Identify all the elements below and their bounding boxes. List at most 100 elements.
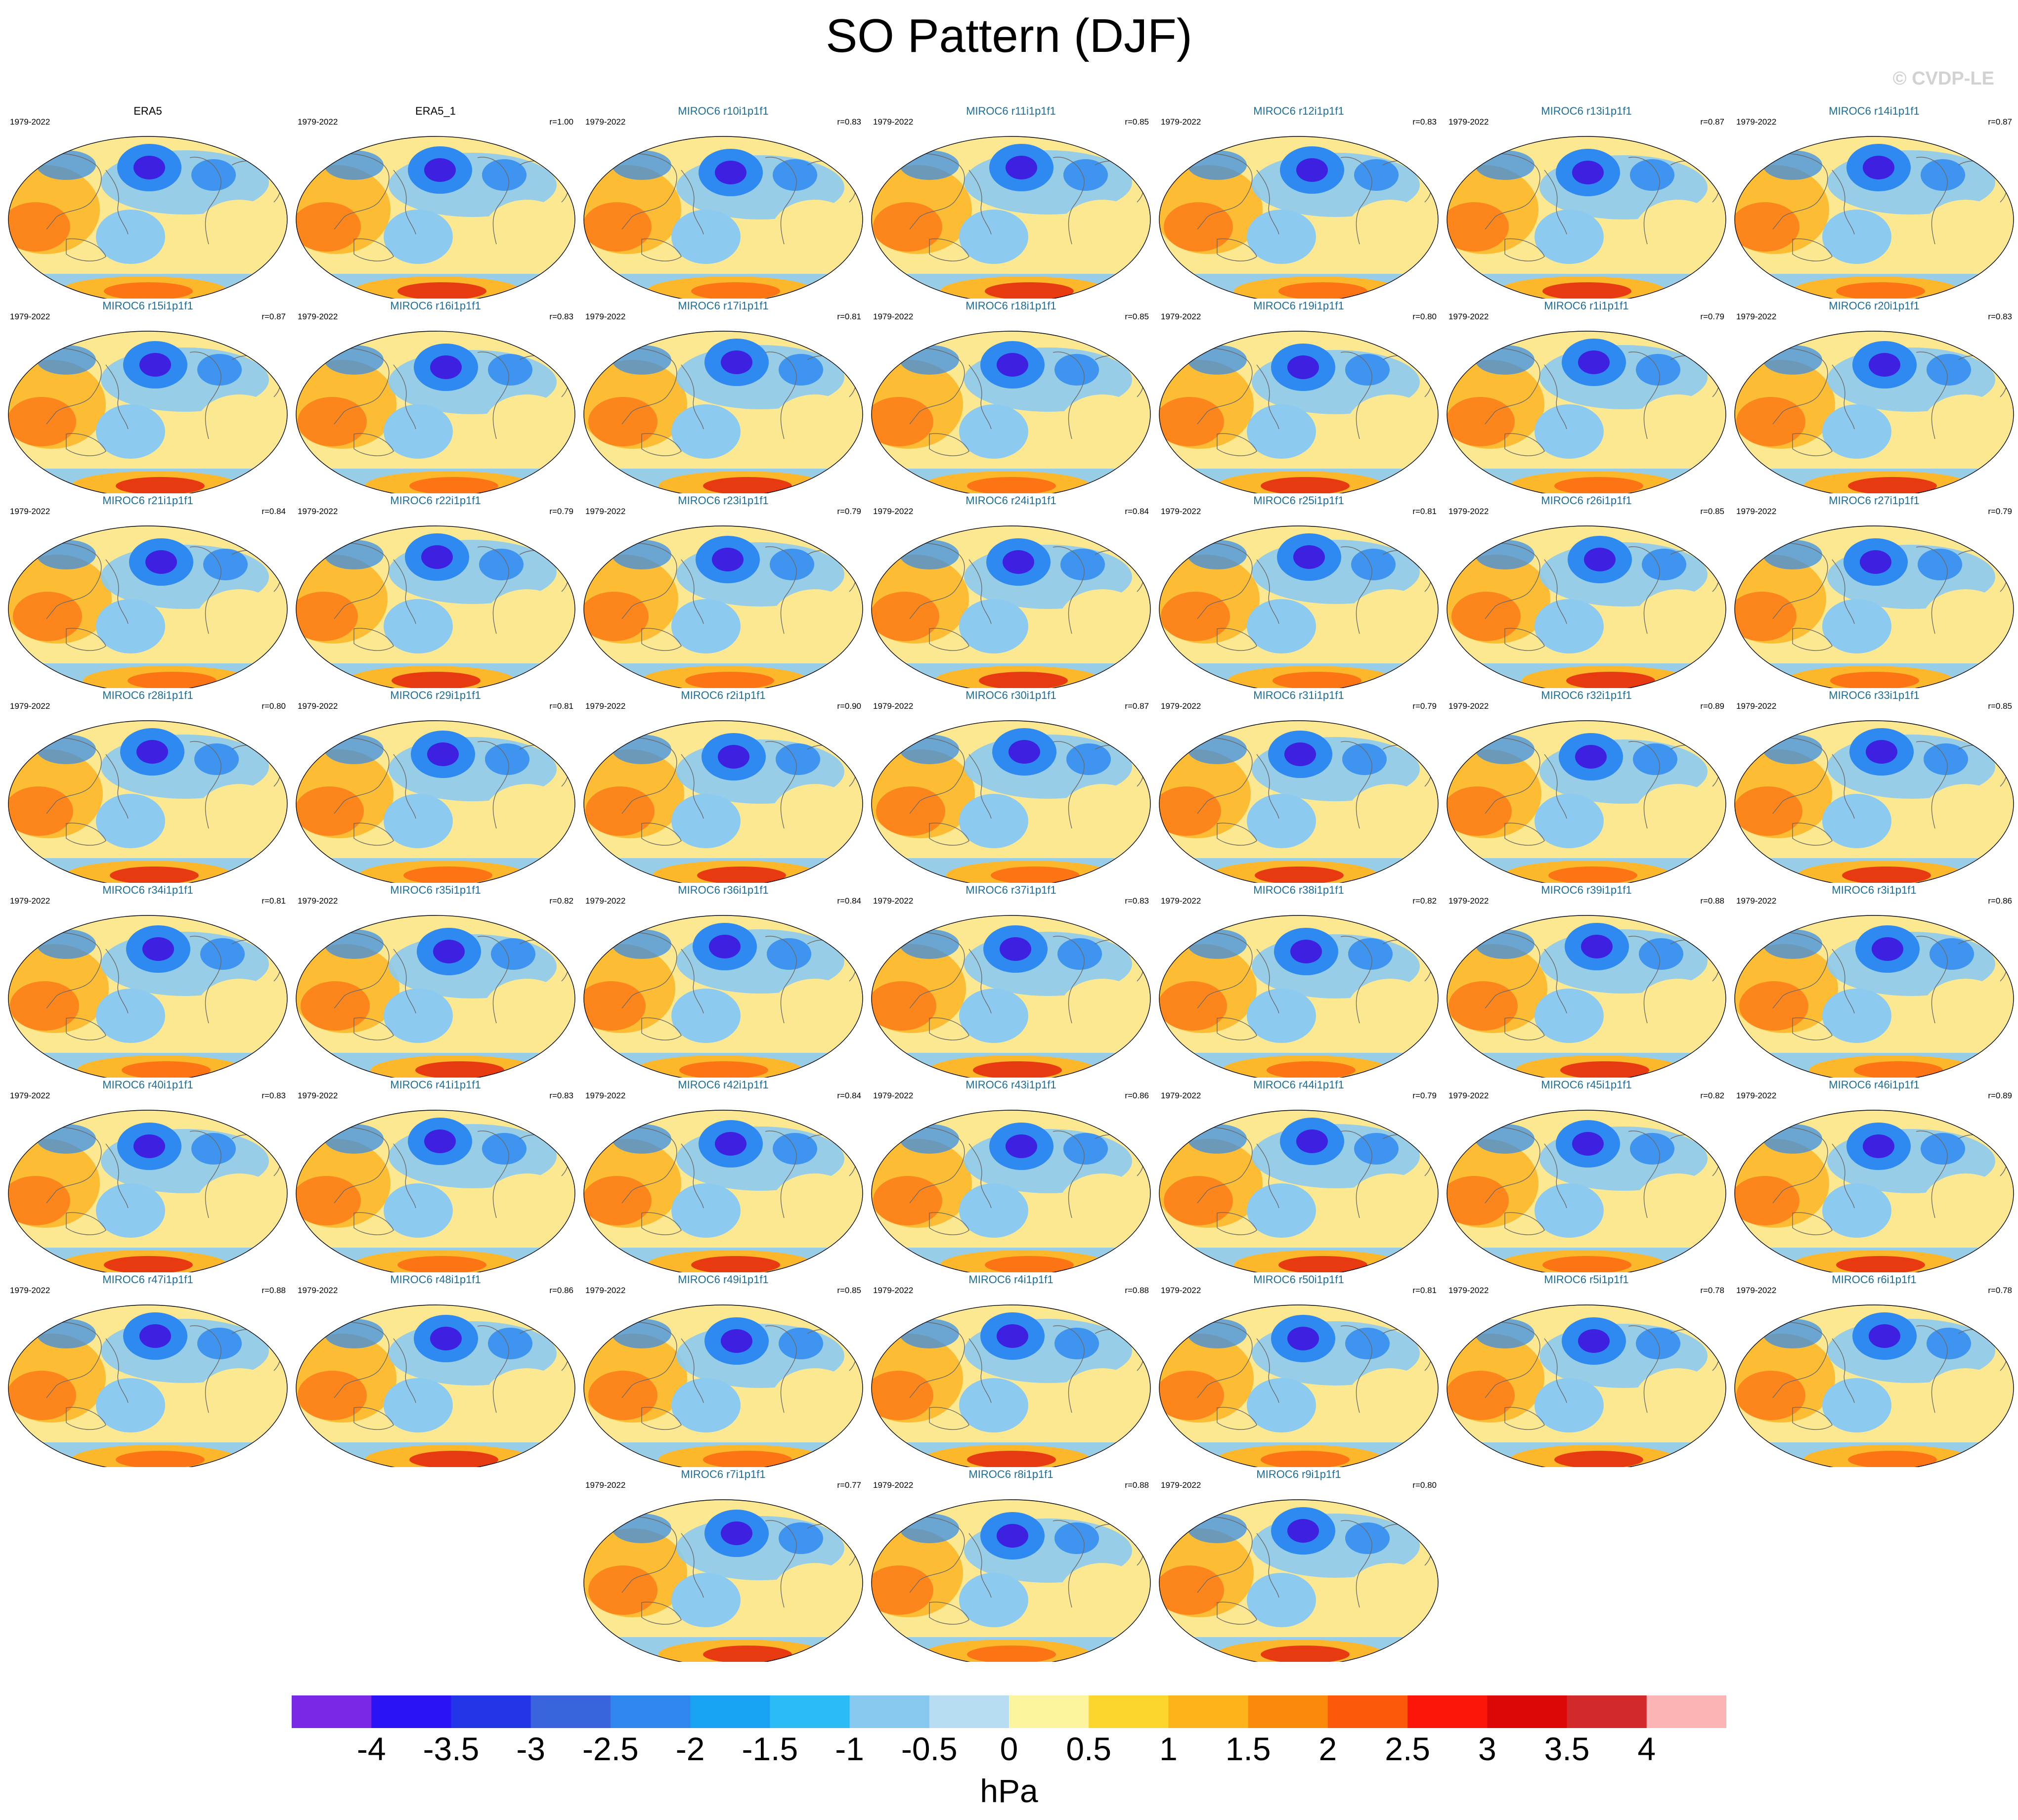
coastline xyxy=(929,1212,969,1235)
map-outline xyxy=(1734,720,2014,883)
pressure-anomaly-region xyxy=(679,1061,768,1078)
pressure-anomaly-region xyxy=(612,1124,671,1154)
coastline xyxy=(1340,351,1372,439)
pressure-anomaly-region xyxy=(195,784,284,853)
pattern-map xyxy=(583,1499,863,1662)
pressure-anomaly-region xyxy=(1633,1173,1722,1243)
pressure-anomaly-region xyxy=(8,786,73,836)
pattern-map xyxy=(8,136,288,299)
pressure-anomaly-region xyxy=(37,929,96,959)
coastline xyxy=(1762,1127,1828,1204)
pressure-anomaly-region xyxy=(37,540,96,569)
pattern-map xyxy=(1159,136,1439,299)
map-panel: MIROC6 r3i1p1f1 1979-2022 r=0.86 xyxy=(1733,884,2015,1078)
map-outline xyxy=(296,1304,575,1467)
pressure-anomaly-region xyxy=(491,938,535,970)
pattern-map xyxy=(583,136,863,299)
pressure-anomaly-region xyxy=(1918,549,1962,580)
pressure-anomaly-region xyxy=(1535,599,1604,653)
pressure-anomaly-region xyxy=(384,404,453,459)
map-panel: MIROC6 r38i1p1f1 1979-2022 r=0.82 xyxy=(1158,884,1440,1078)
pressure-anomaly-region xyxy=(433,940,465,963)
pressure-anomaly-region xyxy=(1058,200,1147,269)
coastline xyxy=(929,1407,969,1430)
panel-correlation: r=0.79 xyxy=(837,507,861,516)
panel-years: 1979-2022 xyxy=(298,117,338,127)
map-panel: MIROC6 r9i1p1f1 1979-2022 r=0.80 xyxy=(1158,1468,1440,1662)
pressure-anomaly-region xyxy=(1009,740,1040,764)
pressure-anomaly-region xyxy=(959,989,1028,1043)
map-outline xyxy=(8,720,288,883)
coastline xyxy=(641,1212,682,1235)
pressure-anomaly-region xyxy=(1058,394,1147,464)
coastline xyxy=(1256,1338,1279,1403)
pressure-anomaly-region xyxy=(959,599,1028,653)
pattern-map xyxy=(1159,1499,1439,1662)
coastline xyxy=(353,823,394,846)
coastline xyxy=(393,1338,416,1403)
pressure-anomaly-region xyxy=(96,210,165,264)
pressure-anomaly-region xyxy=(1447,1176,1509,1225)
pressure-anomaly-region xyxy=(721,350,752,374)
colorbar-swatch xyxy=(690,1695,770,1728)
panel-title: MIROC6 r12i1p1f1 xyxy=(1253,105,1344,117)
pressure-anomaly-region xyxy=(703,477,792,493)
map-panel: MIROC6 r5i1p1f1 1979-2022 r=0.78 xyxy=(1446,1273,1727,1467)
pressure-anomaly-region xyxy=(1578,350,1610,374)
pressure-anomaly-region xyxy=(1860,550,1891,574)
panel-correlation: r=0.85 xyxy=(837,1286,861,1295)
pressure-anomaly-region xyxy=(1633,1368,1722,1437)
coastline xyxy=(36,1127,102,1204)
panel-years: 1979-2022 xyxy=(1161,701,1201,711)
coastline xyxy=(105,949,129,1014)
pressure-anomaly-region xyxy=(967,477,1056,493)
map-panel: MIROC6 r35i1p1f1 1979-2022 r=0.82 xyxy=(295,884,576,1078)
pressure-anomaly-region xyxy=(1542,282,1631,299)
panel-title: MIROC6 r17i1p1f1 xyxy=(678,300,769,312)
panel-title: MIROC6 r30i1p1f1 xyxy=(965,689,1056,701)
panel-correlation: r=0.82 xyxy=(1700,1091,1724,1100)
pressure-anomaly-region xyxy=(37,735,96,764)
coastline xyxy=(1475,932,1540,1009)
pressure-anomaly-region xyxy=(900,540,959,569)
panel-years: 1979-2022 xyxy=(585,507,626,516)
map-panel: MIROC6 r48i1p1f1 1979-2022 r=0.86 xyxy=(295,1273,576,1467)
map-outline xyxy=(583,720,863,883)
panel-title: MIROC6 r21i1p1f1 xyxy=(102,494,193,507)
coastline xyxy=(968,754,992,819)
pattern-map xyxy=(1734,1304,2014,1467)
panel-correlation: r=0.85 xyxy=(1125,117,1149,127)
pressure-anomaly-region xyxy=(483,1173,571,1243)
pressure-anomaly-region xyxy=(133,156,165,179)
coastline xyxy=(353,238,394,261)
map-outline xyxy=(1447,720,1726,883)
pattern-map xyxy=(1447,720,1726,883)
map-panel: MIROC6 r13i1p1f1 1979-2022 r=0.87 xyxy=(1446,105,1727,299)
panel-title: MIROC6 r5i1p1f1 xyxy=(1544,1273,1629,1286)
pressure-anomaly-region xyxy=(1447,397,1515,446)
coastline xyxy=(1916,351,1948,439)
coastline xyxy=(1187,153,1253,230)
map-outline xyxy=(1159,720,1439,883)
panel-title: MIROC6 r40i1p1f1 xyxy=(102,1079,193,1091)
pressure-anomaly-region xyxy=(1058,1563,1147,1632)
coastline xyxy=(477,1325,509,1413)
colorbar-tick-label: 0.5 xyxy=(1066,1731,1112,1767)
map-panel: MIROC6 r8i1p1f1 1979-2022 r=0.88 xyxy=(870,1468,1152,1662)
panel-correlation: r=0.86 xyxy=(1125,1091,1149,1100)
colorbar-swatch xyxy=(292,1695,372,1728)
pressure-anomaly-region xyxy=(1006,156,1037,179)
pressure-anomaly-region xyxy=(384,210,453,264)
coastline xyxy=(1053,351,1085,439)
pressure-anomaly-region xyxy=(1535,989,1604,1043)
coastline xyxy=(1256,1533,1279,1598)
pressure-anomaly-region xyxy=(296,786,364,836)
pressure-anomaly-region xyxy=(959,404,1028,459)
pressure-anomaly-region xyxy=(1006,1134,1037,1158)
coastline xyxy=(1832,364,1855,430)
pressure-anomaly-region xyxy=(1736,1371,1805,1420)
pressure-anomaly-region xyxy=(1261,477,1350,493)
coastline xyxy=(899,737,965,814)
coastline xyxy=(36,737,102,814)
pressure-anomaly-region xyxy=(1930,938,1974,970)
